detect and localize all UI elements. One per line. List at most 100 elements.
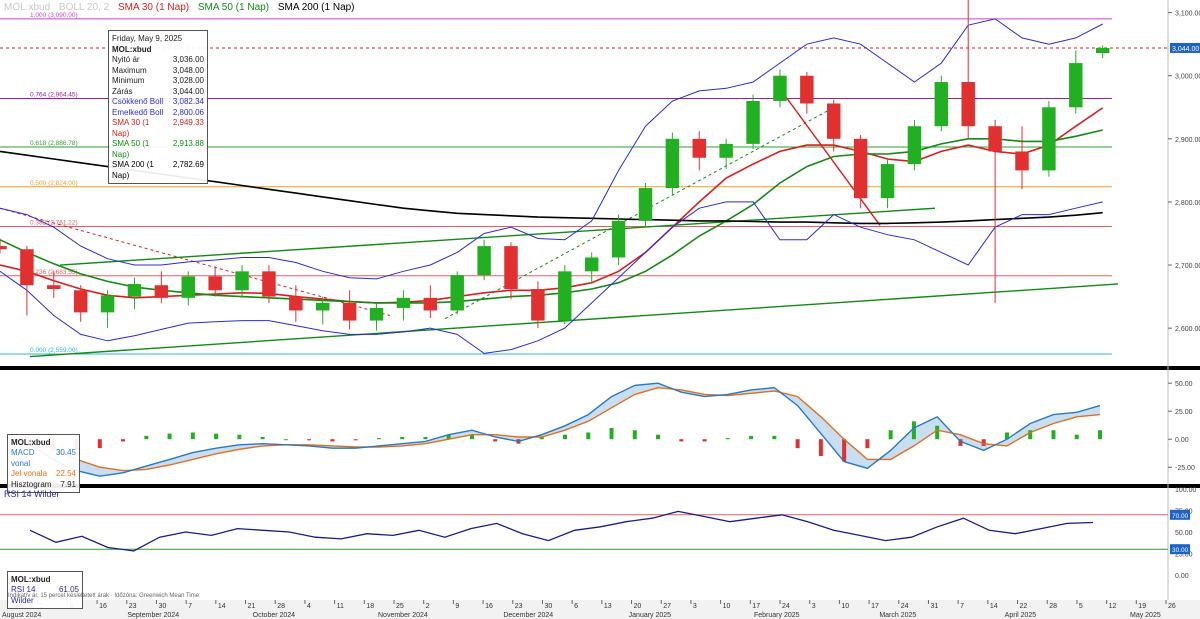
- x-tick-label: 25: [396, 603, 404, 610]
- x-month-label: September 2024: [127, 612, 179, 619]
- x-tick-label: 22: [1020, 603, 1028, 610]
- info-box-row: Csökkenő Boll 3,082.34: [112, 97, 204, 108]
- macd-histogram-bar: [842, 439, 847, 462]
- x-tick-label: 28: [277, 603, 285, 610]
- macd-histogram-bar: [609, 428, 614, 440]
- macd-histogram-bar: [1004, 432, 1009, 440]
- macd-histogram-bar: [167, 433, 172, 440]
- candle-body: [235, 271, 249, 291]
- candle-body: [1042, 107, 1056, 171]
- candle-body: [127, 283, 142, 297]
- macd-histogram-bar: [307, 439, 312, 441]
- info-box-row: Emelkedő Boll 2,800.06: [112, 108, 204, 119]
- red-down-trendline: [774, 81, 881, 226]
- x-tick-label: 12: [1109, 603, 1117, 610]
- macd-histogram-bar: [1051, 430, 1056, 440]
- candle-body: [208, 276, 222, 291]
- macd-symbol: MOL:xbud: [11, 438, 51, 447]
- candle-body: [316, 302, 330, 311]
- macd-histogram-bar: [260, 436, 265, 440]
- upper-trendline: [59, 207, 936, 266]
- macd-histogram-bar: [121, 439, 126, 442]
- x-tick-label: 9: [455, 603, 459, 610]
- macd-box-row: Hisztogram 7.91: [11, 480, 76, 491]
- macd-histogram-bar: [958, 439, 963, 446]
- macd-histogram-bar: [353, 439, 358, 441]
- x-tick-label: 30: [544, 603, 552, 610]
- candle-body: [880, 164, 895, 199]
- rsi-tick-label: 25.00: [1175, 552, 1193, 559]
- candle-body: [665, 138, 680, 189]
- x-month-label: March 2025: [879, 612, 916, 619]
- x-tick-label: 13: [604, 603, 612, 610]
- x-tick-label: 6: [574, 603, 578, 610]
- candle-body: [0, 246, 7, 250]
- info-box-row-label: SMA 30 (1 Nap): [112, 118, 150, 138]
- price-tick-label: 3,000.00: [1175, 74, 1200, 81]
- legend-sma200[interactable]: SMA 200 (1 Nap): [277, 2, 355, 13]
- macd-box-row-value: 22.54: [55, 469, 76, 478]
- candle-body: [73, 290, 88, 313]
- macd-histogram-bar: [190, 432, 195, 440]
- candle-body: [907, 126, 922, 165]
- candle-body: [20, 249, 34, 286]
- macd-histogram-bar: [586, 432, 591, 440]
- candle-body: [181, 276, 195, 298]
- macd-histogram-bar: [563, 434, 567, 440]
- info-box-row: SMA 30 (1 Nap) 2,949.33: [112, 118, 204, 139]
- info-box-row-value: 2,949.33: [172, 118, 204, 127]
- macd-histogram-bar: [214, 433, 219, 440]
- info-box-row-value: 3,036.00: [172, 55, 204, 64]
- macd-signal-line: [29, 386, 1101, 472]
- candle-body: [934, 82, 949, 127]
- fib-level-label: 0.000 (2,559.00): [30, 347, 78, 354]
- red-dashed-trendline: [0, 207, 391, 316]
- x-tick-label: 7: [188, 603, 192, 610]
- macd-box-row-value: 7.91: [60, 479, 76, 489]
- x-month-label: May 2025: [1130, 612, 1161, 619]
- candle-body: [396, 297, 411, 308]
- current-price-label: 3,044.00: [1172, 46, 1199, 53]
- candle-body: [1069, 63, 1083, 108]
- rsi-tick-label: 100.00: [1175, 487, 1197, 494]
- candle-body: [746, 100, 760, 144]
- x-tick-label: 10: [841, 603, 849, 610]
- macd-tick-label: 0.00: [1175, 437, 1189, 444]
- macd-histogram-bar: [144, 435, 149, 440]
- macd-info-box: MOL:xbud MACD vonal 30.45 Jel vonala 22.54 H…: [7, 434, 80, 493]
- rsi-ob-label: 70.00: [1172, 513, 1189, 520]
- rsi-value: 61.05: [58, 585, 79, 594]
- macd-histogram-bar: [97, 439, 102, 449]
- x-tick-label: 30: [158, 603, 166, 610]
- fib-level-label: 0.764 (2,964.45): [30, 91, 78, 98]
- footer-note: Indikatív ár, 15 percet késleltetett ára…: [8, 593, 200, 599]
- legend-sma30[interactable]: SMA 30 (1 Nap): [117, 2, 190, 13]
- candle-body: [423, 297, 438, 311]
- rsi-tick-label: 0.00: [1175, 573, 1189, 580]
- macd-tick-label: -25.00: [1175, 465, 1195, 472]
- x-tick-label: 19: [1138, 603, 1146, 610]
- macd-line: [29, 382, 1101, 477]
- fib-level-label: 1.000 (3,090.00): [30, 12, 78, 19]
- price-tick-label: 2,800.00: [1175, 200, 1200, 207]
- info-box-row-label: Emelkedő Boll: [112, 107, 164, 117]
- macd-histogram-bar: [469, 434, 474, 440]
- x-tick-label: 16: [485, 603, 493, 610]
- indicator-legend: MOL:xbud BOLL 20, 2 SMA 30 (1 Nap) SMA 5…: [4, 2, 361, 13]
- rsi-tick-label: 50.00: [1175, 530, 1193, 537]
- x-tick-label: 10: [723, 603, 731, 610]
- x-tick-label: 2: [426, 603, 430, 610]
- x-tick-label: 14: [990, 603, 998, 610]
- info-box-row-label: Maximum: [112, 65, 147, 75]
- price-tick-label: 2,900.00: [1175, 137, 1200, 144]
- candle-body: [450, 275, 464, 311]
- x-tick-label: 24: [901, 603, 909, 610]
- x-month-label: November 2024: [378, 612, 428, 619]
- info-box-row-label: Csökkenő Boll: [112, 97, 164, 106]
- macd-histogram-bar: [493, 439, 498, 442]
- muted-label-boll: BOLL 20, 2: [58, 2, 110, 13]
- legend-sma50[interactable]: SMA 50 (1 Nap): [197, 2, 270, 13]
- x-tick-label: 28: [1049, 603, 1057, 610]
- info-box-row-value: 3,028.00: [172, 76, 204, 85]
